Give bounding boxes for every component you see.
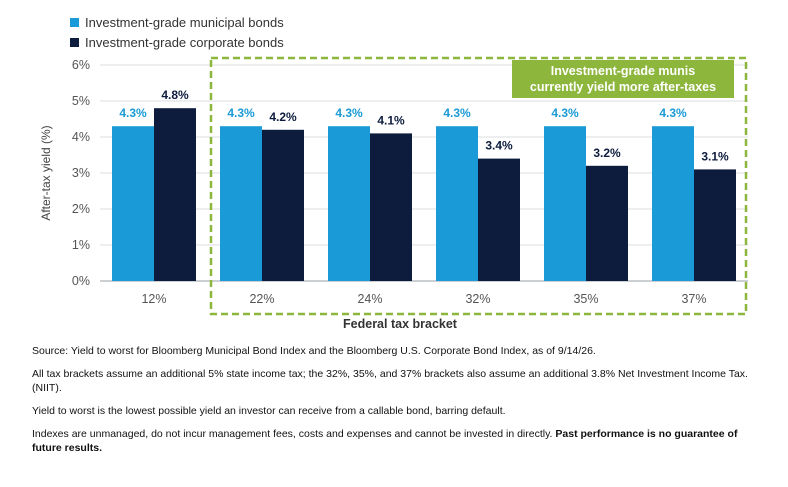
legend-swatch-corporate [70, 37, 79, 47]
bar-corporate [478, 158, 520, 281]
x-tick-label: 22% [249, 292, 274, 306]
bar-corporate [694, 169, 736, 281]
source-note: Source: Yield to worst for Bloomberg Mun… [32, 345, 596, 357]
bar-municipal [328, 126, 370, 281]
bar-label-corporate: 3.4% [485, 139, 513, 153]
bar-label-municipal: 4.3% [659, 106, 687, 120]
x-axis-label: Federal tax bracket [343, 317, 458, 331]
bar-corporate [370, 133, 412, 281]
x-tick-label: 12% [141, 292, 166, 306]
bar-label-municipal: 4.3% [227, 106, 255, 120]
indexes-note: Indexes are unmanaged, do not incur mana… [32, 427, 752, 455]
brackets-note: All tax brackets assume an additional 5%… [32, 368, 748, 394]
y-tick-label: 3% [72, 166, 90, 180]
bar-municipal [112, 126, 154, 281]
bar-municipal [436, 126, 478, 281]
legend-item-corporate: Investment-grade corporate bonds [70, 32, 284, 52]
x-tick-label: 35% [573, 292, 598, 306]
indexes-text: Indexes are unmanaged, do not incur mana… [32, 428, 553, 440]
bar-label-corporate: 4.2% [269, 110, 297, 124]
y-tick-label: 4% [72, 130, 90, 144]
grid-lines [100, 64, 748, 282]
bar-label-municipal: 4.3% [119, 106, 147, 120]
bar-municipal [544, 126, 586, 281]
annotation-callout: Investment-grade munis currently yield m… [512, 60, 734, 98]
y-tick-label: 0% [72, 274, 90, 288]
y-tick-label: 6% [72, 58, 90, 72]
legend-item-municipal: Investment-grade municipal bonds [70, 12, 284, 32]
y-tick-label: 5% [72, 94, 90, 108]
y-tick-label: 1% [72, 238, 90, 252]
annotation-line-1: Investment-grade munis [550, 64, 696, 78]
x-tick-label: 32% [465, 292, 490, 306]
y-tick-label: 2% [72, 202, 90, 216]
y-axis-label: After-tax yield (%) [39, 125, 53, 220]
bar-municipal [220, 126, 262, 281]
bar-label-municipal: 4.3% [443, 106, 471, 120]
y-axis-ticks: 0% 1% 2% 3% 4% 5% 6% [72, 58, 90, 288]
ytw-note: Yield to worst is the lowest possible yi… [32, 405, 506, 417]
bar-label-municipal: 4.3% [335, 106, 363, 120]
bar-label-corporate: 4.1% [377, 113, 405, 127]
x-tick-label: 37% [681, 292, 706, 306]
bar-corporate [262, 129, 304, 281]
footnotes: Source: Yield to worst for Bloomberg Mun… [32, 344, 752, 464]
disclaimer-text: Past performance is no guarantee of futu… [32, 428, 738, 454]
annotation-line-2: currently yield more after-taxes [529, 80, 717, 94]
bar-corporate [586, 165, 628, 281]
bar-label-municipal: 4.3% [551, 106, 579, 120]
legend: Investment-grade municipal bonds Investm… [70, 12, 284, 52]
legend-label-municipal: Investment-grade municipal bonds [85, 14, 284, 30]
bars [112, 108, 736, 281]
bar-corporate [154, 108, 196, 281]
legend-swatch-municipal [70, 17, 79, 27]
legend-label-corporate: Investment-grade corporate bonds [85, 34, 284, 50]
x-axis-ticks: 12% 22% 24% 32% 35% 37% [141, 292, 706, 306]
bar-municipal [652, 126, 694, 281]
bar-labels: 4.3% 4.8% 4.3% 4.2% 4.3% 4.1% 4.3% 3.4% 4.3% 3.2%… [119, 88, 729, 163]
highlight-box [209, 56, 748, 316]
bar-label-corporate: 4.8% [161, 88, 189, 102]
bar-label-corporate: 3.2% [593, 146, 621, 160]
bar-chart: 0%1%2%3%4%5%6% After-tax yield (%) 4.3%4… [39, 56, 748, 331]
bar-label-corporate: 3.1% [701, 149, 729, 163]
x-tick-label: 24% [357, 292, 382, 306]
